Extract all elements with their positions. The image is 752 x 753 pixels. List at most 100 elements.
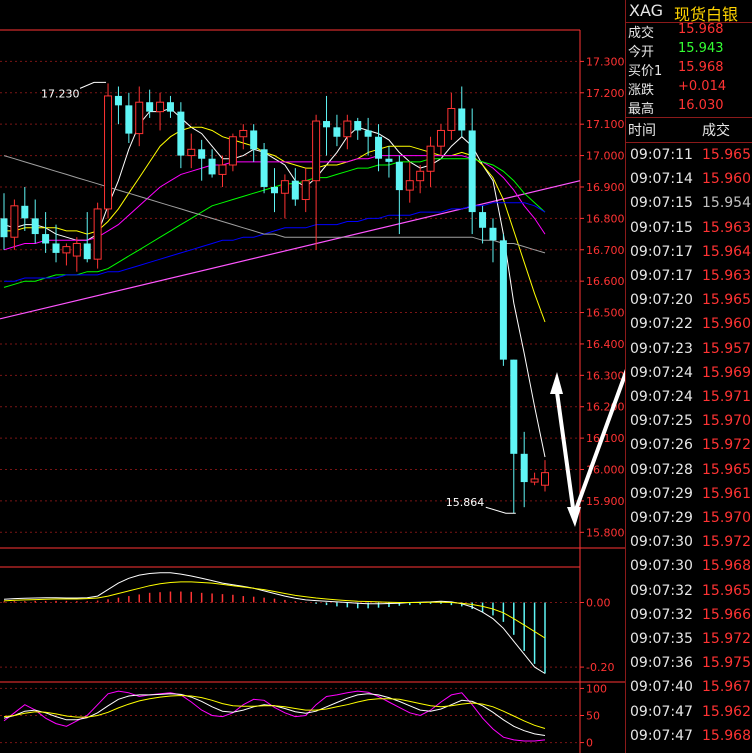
tick-time: 09:07:17 — [630, 268, 693, 284]
quote-row-label: 最高 — [628, 102, 655, 117]
candle — [31, 199, 39, 244]
candle-body — [93, 208, 102, 260]
tick-time: 09:07:47 — [630, 727, 693, 744]
tick-price: 15.965 — [702, 461, 751, 478]
candle-body — [135, 101, 144, 135]
candle-body — [271, 186, 278, 194]
candle — [479, 205, 487, 244]
tick-row: 09:07:30 15.972 — [626, 534, 752, 556]
candle-body — [301, 180, 310, 201]
candle — [62, 243, 71, 266]
quote-row-value: 15.968 — [678, 60, 724, 75]
moving-average-line — [3, 107, 546, 458]
candle — [280, 174, 289, 219]
tick-price: 15.968 — [702, 727, 751, 744]
candle-body — [198, 149, 206, 159]
candle-body — [218, 164, 227, 175]
tick-time: 09:07:30 — [630, 558, 693, 575]
candle-body — [31, 218, 39, 235]
candle-body — [312, 120, 321, 182]
macd-line — [3, 572, 546, 674]
tick-price: 15.971 — [702, 389, 751, 405]
y-tick-label: 16.400 — [586, 338, 625, 351]
tick-row: 09:07:28 15.965 — [626, 462, 752, 484]
candle — [499, 234, 507, 366]
tick-time: 09:07:24 — [630, 364, 693, 381]
tick-price: 15.965 — [702, 147, 751, 163]
candle-body — [468, 130, 476, 213]
tick-row: 09:07:15 15.954 — [626, 195, 752, 217]
tick-row: 09:07:24 15.969 — [626, 365, 752, 387]
candle-body — [228, 136, 237, 166]
tick-price: 15.960 — [702, 316, 751, 333]
tick-row: 09:07:32 15.966 — [626, 607, 752, 629]
annotation-leader — [485, 506, 516, 514]
candle — [93, 202, 102, 269]
tick-row: 09:07:26 15.972 — [626, 437, 752, 459]
tick-row: 09:07:32 15.965 — [626, 583, 752, 605]
arrow-head — [567, 507, 581, 527]
candle-body — [280, 180, 289, 194]
tick-row: 09:07:40 15.967 — [626, 679, 752, 701]
tick-row: 09:07:17 15.963 — [626, 268, 752, 290]
candle-body — [343, 120, 352, 138]
arrow-head — [550, 372, 563, 394]
y-tick-label: 16.600 — [586, 275, 625, 288]
divider — [626, 117, 752, 118]
tick-price: 15.963 — [702, 268, 751, 284]
quote-row-label: 涨跌 — [628, 83, 655, 98]
tick-price: 15.970 — [702, 413, 751, 430]
candle — [458, 86, 466, 137]
tick-time: 09:07:14 — [630, 171, 693, 188]
drawn-arrows — [550, 368, 625, 527]
candle — [72, 237, 81, 272]
candle-body — [323, 121, 331, 128]
candle — [177, 102, 185, 169]
candle — [228, 133, 237, 172]
candle — [395, 155, 403, 235]
tick-time: 09:07:20 — [630, 292, 693, 309]
candle — [436, 124, 445, 156]
y-tick-label: 17.200 — [586, 87, 625, 100]
symbol-code: XAG — [629, 1, 664, 20]
candle — [198, 139, 206, 181]
candle-body — [146, 102, 154, 112]
candle — [333, 114, 341, 147]
candle — [510, 359, 518, 514]
tick-row: 09:07:11 15.965 — [626, 147, 752, 169]
moving-average-line — [3, 155, 546, 254]
low-label: 15.864 — [446, 496, 485, 509]
y-tick-label: 17.100 — [586, 118, 625, 131]
candle-body — [364, 130, 372, 137]
quote-row-value: 16.030 — [678, 98, 724, 113]
tick-price: 15.967 — [702, 679, 751, 696]
candle — [83, 212, 91, 263]
tick-price: 15.972 — [702, 631, 751, 647]
quote-row: 涨跌 +0.014 — [626, 79, 752, 98]
candle — [323, 95, 331, 156]
candle — [291, 168, 299, 206]
candle-body — [21, 205, 29, 219]
kdj-line — [3, 690, 546, 742]
tick-row: 09:07:25 15.970 — [626, 413, 752, 435]
tick-time: 09:07:26 — [630, 437, 693, 454]
candle — [301, 168, 310, 213]
macd-line — [3, 581, 546, 639]
tick-row: 09:07:30 15.968 — [626, 558, 752, 580]
y-tick-label: 16.300 — [586, 369, 625, 382]
y-tick-label: 15.900 — [586, 495, 625, 508]
candle-body — [354, 121, 362, 131]
candle — [489, 218, 497, 263]
tick-row: 09:07:29 15.970 — [626, 510, 752, 532]
candle-body — [541, 472, 549, 486]
tick-price: 15.972 — [702, 534, 751, 551]
candle-body — [62, 246, 71, 254]
candle — [405, 161, 414, 203]
candle-body — [436, 129, 445, 147]
tick-price: 15.972 — [702, 437, 751, 454]
y-tick-label: 16.100 — [586, 432, 625, 445]
tick-price: 15.965 — [702, 582, 751, 599]
tick-row: 09:07:36 15.975 — [626, 655, 752, 677]
tick-time: 09:07:15 — [630, 195, 693, 212]
symbol-name: 现货白银 — [674, 5, 739, 24]
